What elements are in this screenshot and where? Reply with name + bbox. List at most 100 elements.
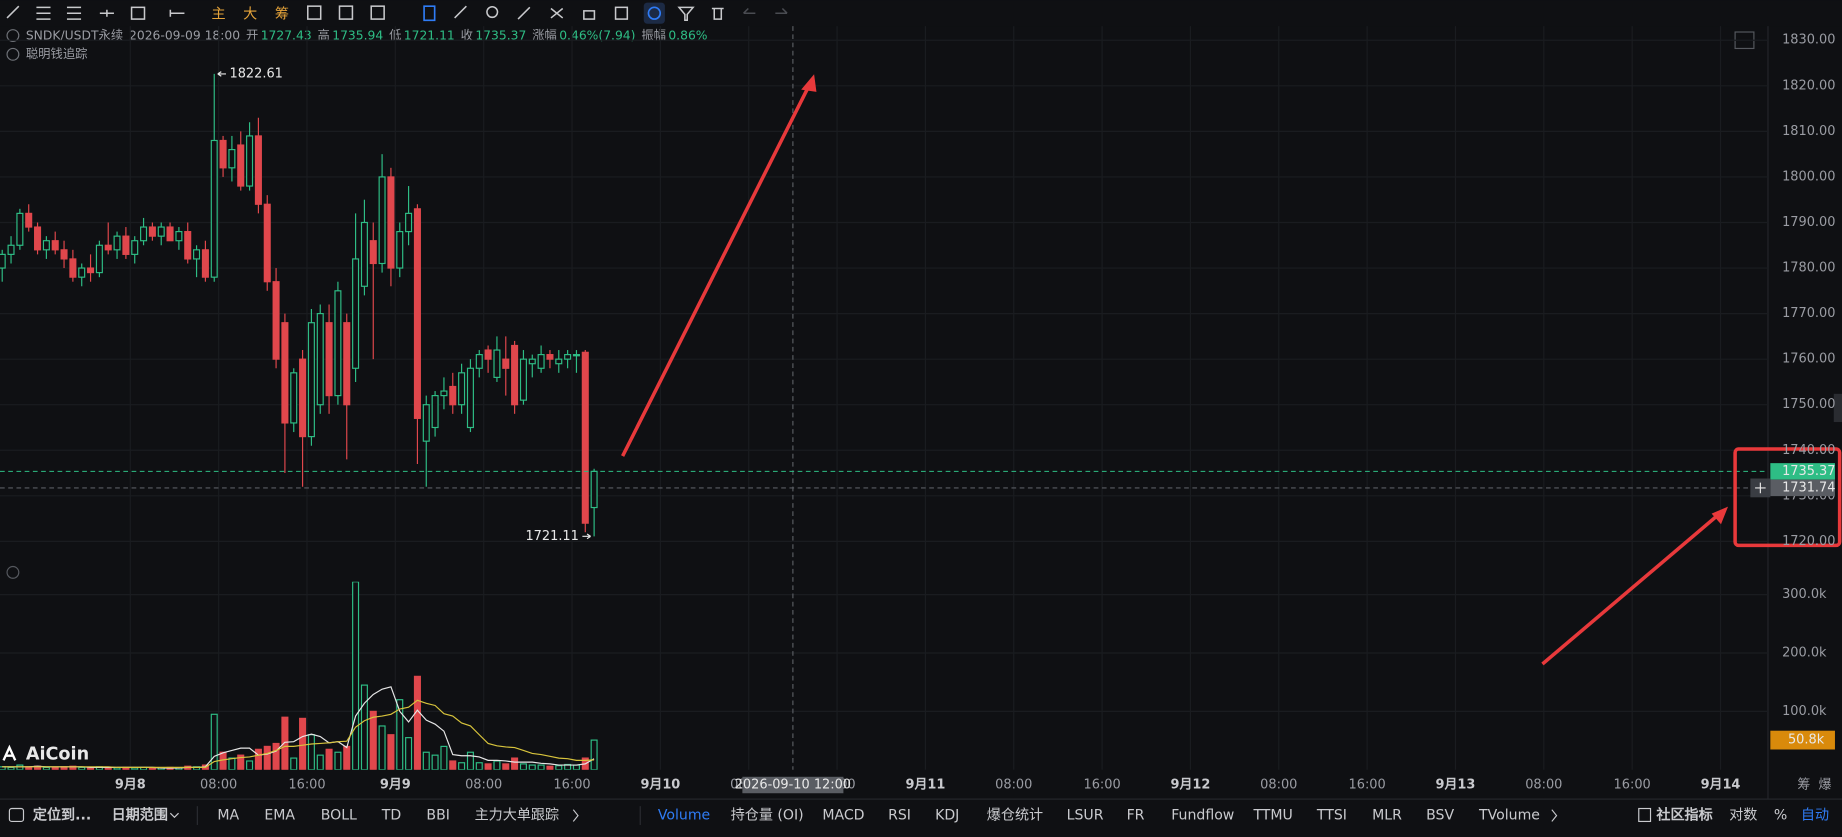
tool-measure[interactable]: [169, 9, 185, 17]
sub-indicator[interactable]: RSI: [888, 808, 911, 824]
locate-button[interactable]: 定位到...: [33, 807, 91, 824]
candle-body: [493, 349, 501, 378]
candle-body: [484, 349, 492, 360]
volume-bar: [299, 717, 307, 770]
volume-bar: [228, 757, 236, 770]
high-label: 高: [318, 27, 330, 42]
chip-button[interactable]: 筹: [1797, 777, 1810, 793]
tool-delete[interactable]: [711, 7, 724, 20]
main-indicator[interactable]: EMA: [264, 808, 295, 824]
tool-line[interactable]: [6, 5, 20, 19]
tool-undo[interactable]: [743, 7, 756, 14]
tool-lock[interactable]: [583, 10, 596, 20]
candle-body: [413, 208, 421, 419]
sub-indicator[interactable]: MACD: [822, 808, 864, 824]
tool-ruler[interactable]: [454, 5, 467, 19]
logo: AiCoin: [2, 744, 89, 764]
candle-body: [0, 253, 6, 269]
candle-body: [122, 235, 130, 255]
datetime: 2026-09-09 18:00: [129, 28, 240, 42]
candle-body: [51, 240, 59, 251]
date-range-button[interactable]: 日期范围: [112, 807, 168, 824]
highlight-box: [1733, 447, 1842, 548]
sub-indicator[interactable]: 持仓量 (OI): [731, 808, 804, 824]
volume-bar: [16, 764, 24, 770]
tool-active[interactable]: [647, 6, 662, 20]
tool-menu[interactable]: [66, 6, 82, 20]
sub-indicator[interactable]: TVolume: [1478, 808, 1540, 824]
volume-tag: [1770, 730, 1835, 750]
tool-a[interactable]: [307, 5, 322, 20]
candle-body: [519, 358, 527, 401]
last-price-label: 1735.37: [1782, 464, 1835, 479]
x-tick-label: 9月10: [640, 778, 680, 793]
toolbar-button[interactable]: 主: [211, 6, 225, 22]
candle-body: [449, 385, 457, 406]
main-indicator[interactable]: BBI: [426, 808, 449, 824]
bottom-option[interactable]: 对数: [1729, 808, 1757, 824]
sub-indicator[interactable]: FR: [1127, 808, 1145, 824]
volume-pane: [0, 581, 598, 770]
sub-indicator[interactable]: BSV: [1426, 808, 1454, 824]
tool-rect[interactable]: [130, 6, 146, 20]
locate-icon: [8, 807, 25, 823]
toolbar-button[interactable]: 大: [243, 6, 257, 22]
candle-body: [537, 354, 545, 369]
sub-indicator[interactable]: KDJ: [935, 808, 959, 824]
main-indicator[interactable]: BOLL: [321, 808, 357, 824]
tool-hray[interactable]: [99, 9, 114, 17]
candle-body: [201, 249, 209, 278]
volume-bar: [369, 710, 377, 770]
collapse-icon[interactable]: [6, 29, 20, 42]
candle-body: [16, 212, 24, 246]
sub-indicator[interactable]: LSUR: [1067, 808, 1104, 824]
volume-bar: [281, 716, 289, 770]
bottom-option[interactable]: 社区指标: [1655, 807, 1712, 824]
candle-body: [166, 226, 174, 242]
bottom-option[interactable]: 自动: [1801, 808, 1829, 824]
bottom-option[interactable]: %: [1774, 808, 1787, 824]
tool-filter[interactable]: [677, 6, 695, 22]
volume-bar: [78, 766, 86, 770]
indicator-icon[interactable]: [6, 47, 20, 61]
liquidation-button[interactable]: 爆: [1819, 778, 1832, 793]
y-tick-label: 1810.00: [1782, 124, 1835, 139]
tool-zoom[interactable]: [486, 5, 499, 19]
more-main[interactable]: [572, 809, 579, 822]
bottom-bar: 定位到... 日期范围 MA EMA BOLL TD BBI 主力大单跟踪 Volume 持仓…: [8, 806, 1829, 825]
y-tick-label: 1770.00: [1782, 306, 1835, 321]
sub-indicator[interactable]: 爆仓统计: [987, 808, 1043, 824]
sub-indicator[interactable]: TTSI: [1316, 808, 1347, 824]
main-indicator[interactable]: 主力大单跟踪: [475, 808, 559, 824]
tool-brush[interactable]: [517, 6, 531, 20]
sub-indicator[interactable]: Fundflow: [1171, 808, 1234, 824]
tool-redo[interactable]: [775, 7, 788, 14]
main-indicator[interactable]: TD: [381, 808, 402, 824]
tool-hlines[interactable]: [36, 6, 51, 20]
x-tick-label: 08:00: [1260, 778, 1297, 793]
volume-bar: [237, 754, 245, 770]
volume-bar: [378, 725, 386, 770]
sub-indicator[interactable]: MLR: [1372, 808, 1402, 824]
volume-bar: [475, 762, 483, 770]
tool-magnet[interactable]: [550, 7, 564, 19]
sub-indicator[interactable]: Volume: [658, 808, 710, 824]
toolbar-button[interactable]: 筹: [275, 5, 289, 22]
candle-body: [422, 404, 430, 442]
tool-eye[interactable]: [614, 6, 629, 20]
more-sub[interactable]: [1551, 809, 1558, 822]
candle-body: [369, 240, 377, 265]
x-tick-label: 08:00: [465, 778, 502, 793]
tool-select[interactable]: [423, 5, 436, 22]
volume-bar: [422, 751, 430, 770]
tool-b[interactable]: [338, 5, 354, 20]
main-indicator[interactable]: MA: [217, 808, 239, 824]
pane-toggle[interactable]: [6, 565, 20, 579]
tool-c[interactable]: [370, 5, 385, 20]
sub-indicator[interactable]: TTMU: [1252, 808, 1292, 824]
candle-body: [458, 372, 466, 406]
side-handle[interactable]: [1833, 393, 1842, 423]
x-tick-label: 16:00: [1614, 778, 1651, 793]
low-value: 1721.11: [404, 28, 455, 42]
